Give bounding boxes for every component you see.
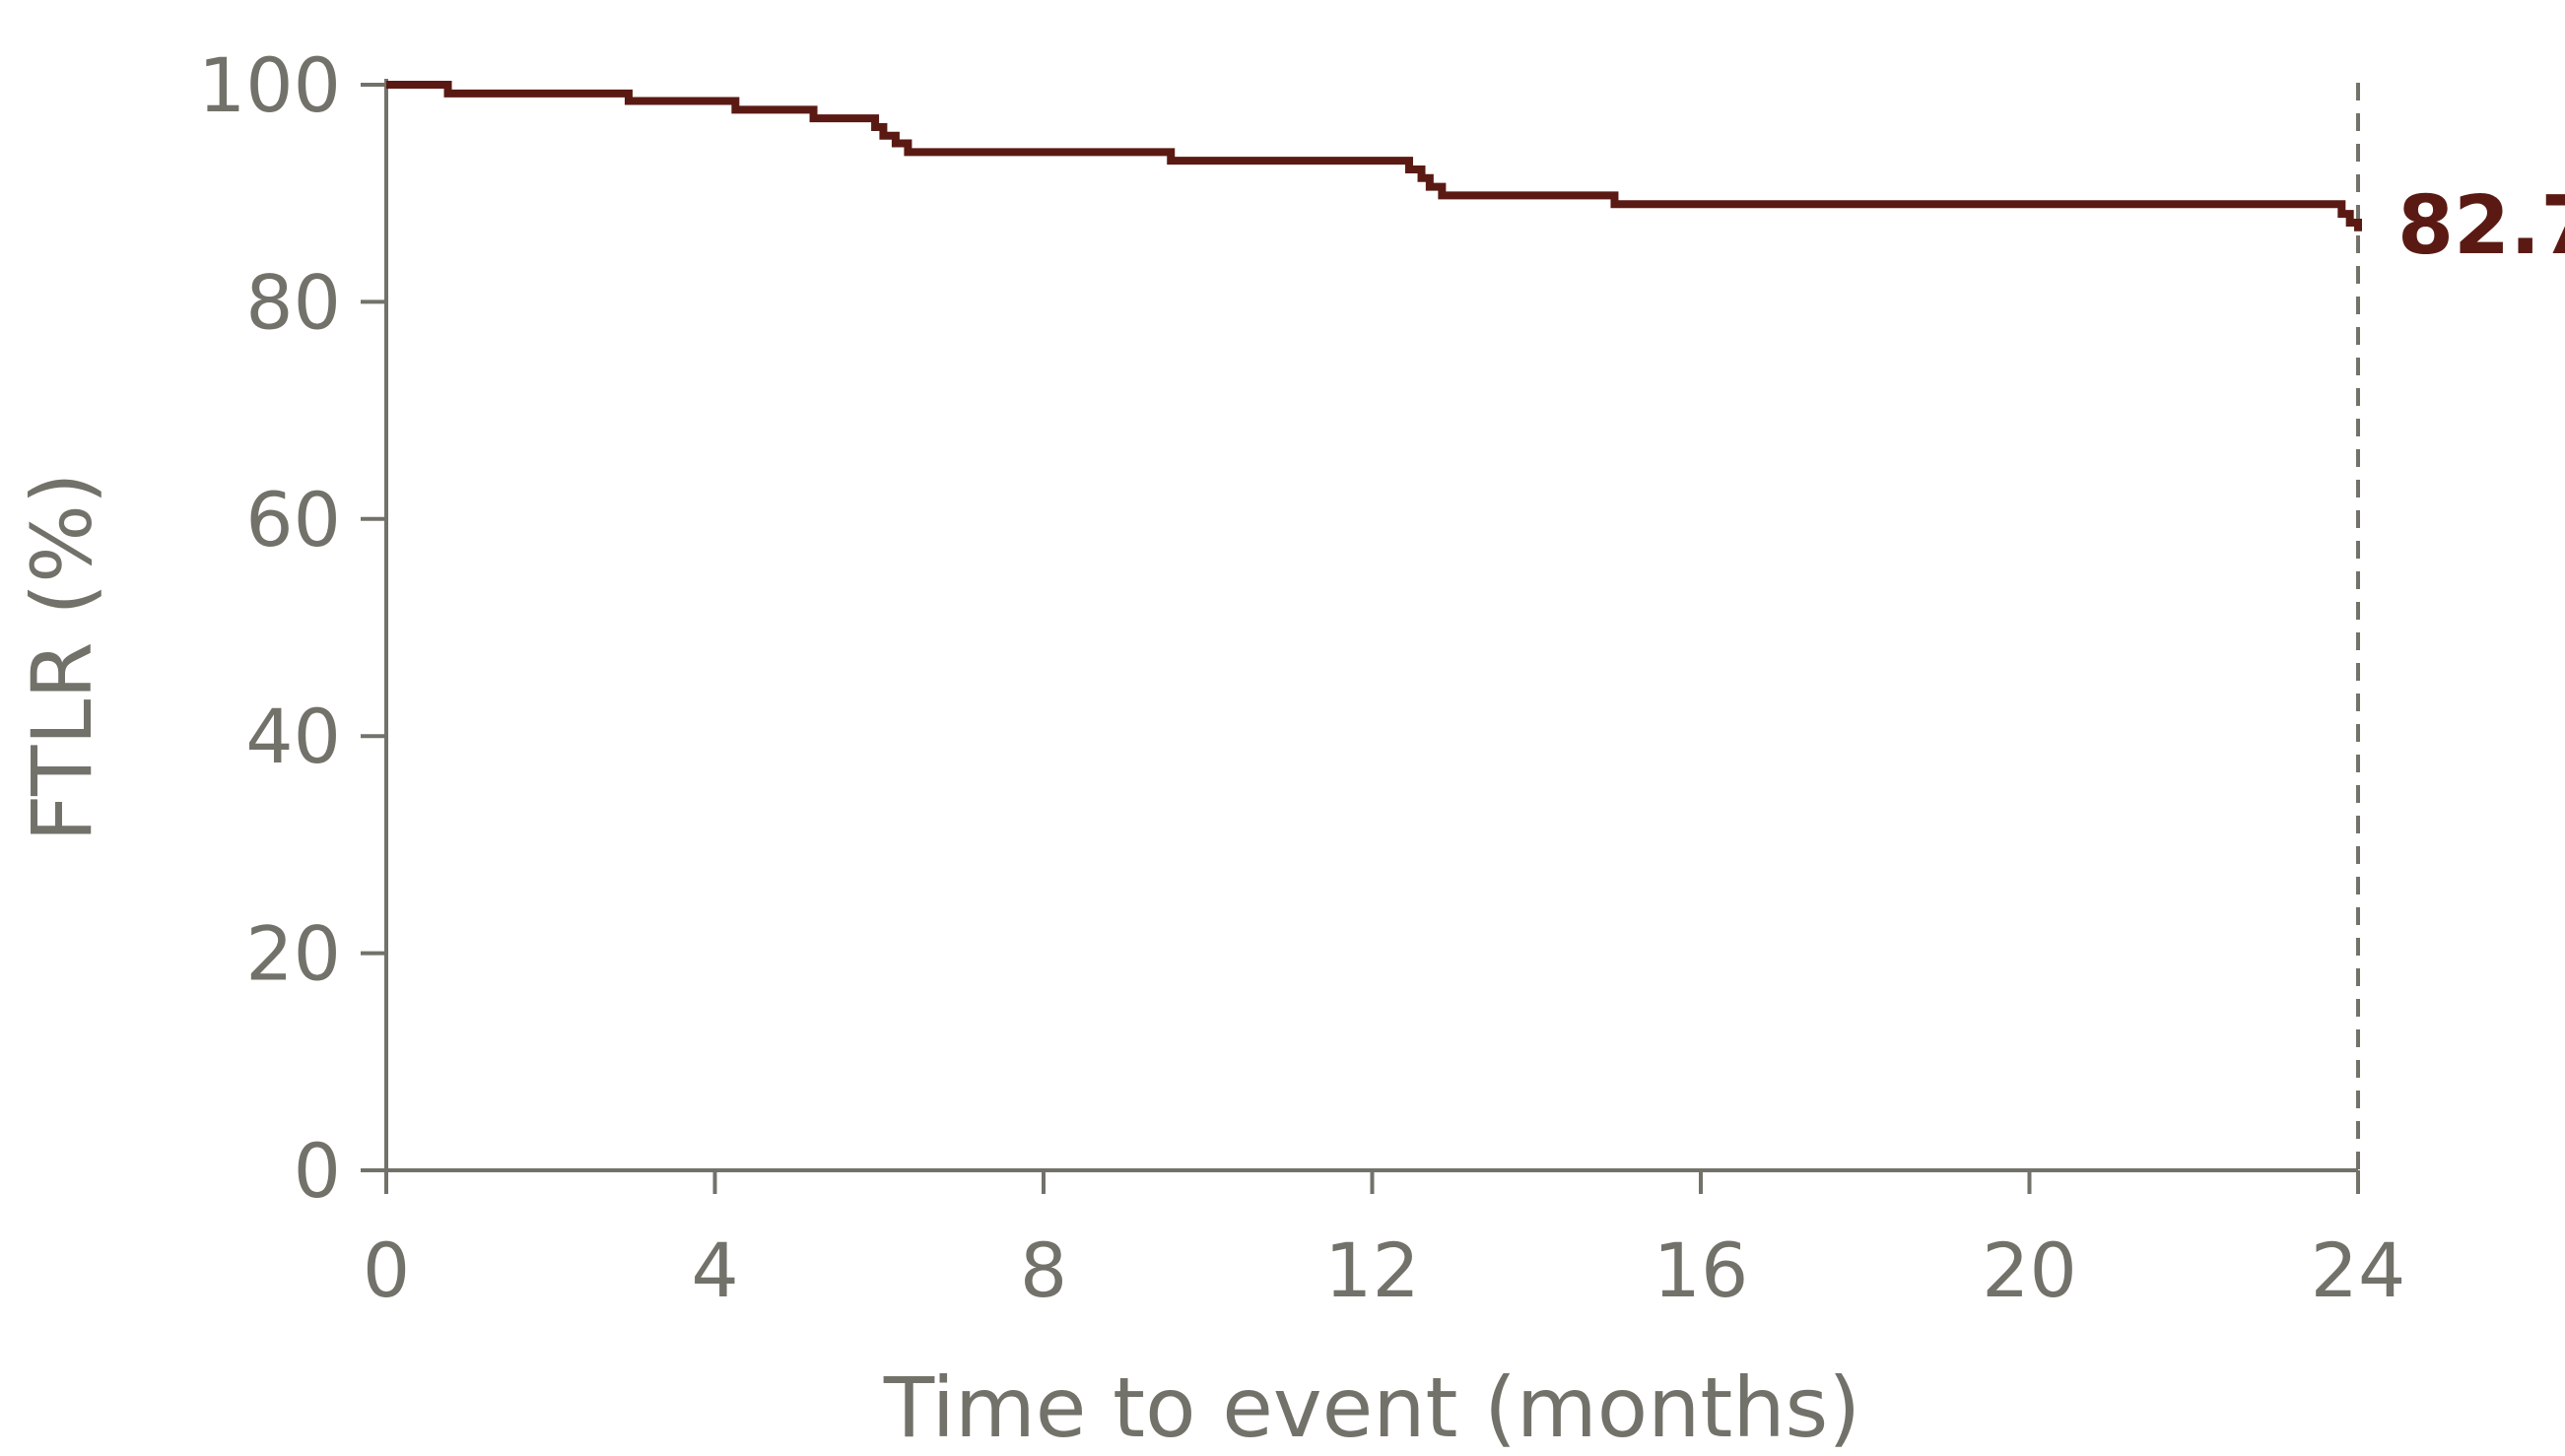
y-ticks: 0 20 40 60 80 100: [198, 41, 386, 1215]
y-tick-label-0: 0: [294, 1127, 341, 1215]
km-curve-series: [386, 81, 2362, 232]
x-tick-label-16: 16: [1654, 1226, 1749, 1314]
x-tick-label-4: 4: [691, 1226, 738, 1314]
x-tick-label-24: 24: [2311, 1226, 2406, 1314]
x-tick-label-8: 8: [1020, 1226, 1067, 1314]
axes: [384, 79, 2358, 1172]
x-tick-label-20: 20: [1982, 1226, 2077, 1314]
y-tick-label-80: 80: [245, 258, 341, 346]
y-tick-label-100: 100: [198, 41, 341, 129]
x-tick-label-12: 12: [1324, 1226, 1420, 1314]
y-tick-label-20: 20: [245, 910, 341, 998]
x-tick-label-0: 0: [363, 1226, 410, 1314]
end-value-label: 82.7: [2397, 179, 2565, 273]
y-axis-title: FTLR (%): [14, 472, 110, 841]
x-ticks: 0 4 8 12 16 20 24: [363, 1170, 2406, 1314]
x-axis-title: Time to event (months): [883, 1359, 1860, 1456]
y-tick-label-60: 60: [245, 476, 341, 563]
y-tick-label-40: 40: [245, 693, 341, 780]
